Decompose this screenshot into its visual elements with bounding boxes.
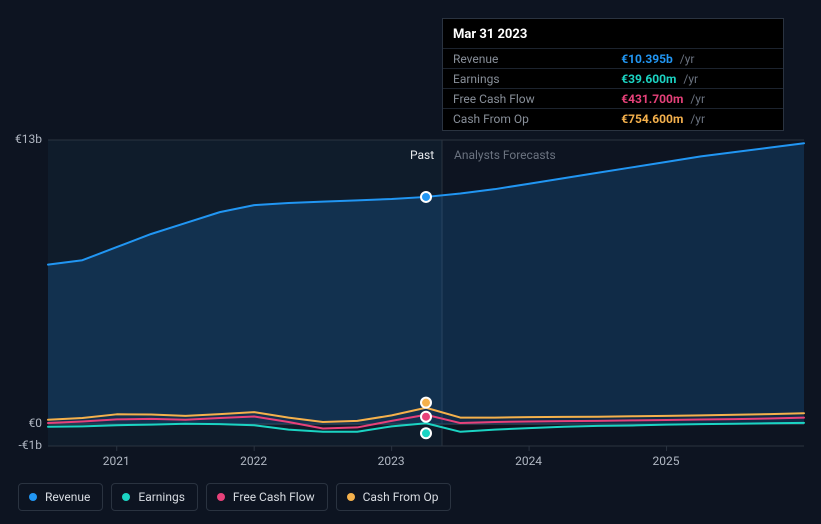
legend-label: Free Cash Flow — [233, 490, 315, 504]
chart-container: €13b €0 -€1b 2021 2022 2023 2024 2025 Past Ana… — [0, 0, 821, 524]
y-tick-label: €13b — [15, 132, 42, 146]
legend-dot-icon — [29, 493, 37, 501]
x-tick-label: 2024 — [515, 454, 542, 468]
tooltip-value: €39.600m /yr — [611, 69, 783, 89]
tooltip-value: €754.600m /yr — [611, 109, 783, 129]
legend-label: Revenue — [45, 490, 90, 504]
legend-dot-icon — [217, 493, 225, 501]
legend-dot-icon — [122, 493, 130, 501]
x-tick-label: 2023 — [378, 454, 405, 468]
legend-dot-icon — [347, 493, 355, 501]
x-tick-label: 2025 — [653, 454, 680, 468]
legend-item-revenue[interactable]: Revenue — [18, 483, 103, 511]
chart-tooltip: Mar 31 2023 Revenue€10.395b /yrEarnings€… — [442, 18, 784, 131]
tooltip-value: €431.700m /yr — [611, 89, 783, 109]
tooltip-key: Free Cash Flow — [443, 89, 611, 109]
tooltip-date: Mar 31 2023 — [443, 23, 783, 48]
tooltip-row: Cash From Op€754.600m /yr — [443, 109, 783, 129]
legend-item-earnings[interactable]: Earnings — [111, 483, 198, 511]
tooltip-value: €10.395b /yr — [611, 49, 783, 69]
tooltip-key: Revenue — [443, 49, 611, 69]
tooltip-table: Revenue€10.395b /yrEarnings€39.600m /yrF… — [443, 48, 783, 128]
chart-legend: Revenue Earnings Free Cash Flow Cash From O… — [18, 483, 451, 511]
tooltip-row: Free Cash Flow€431.700m /yr — [443, 89, 783, 109]
tooltip-row: Earnings€39.600m /yr — [443, 69, 783, 89]
legend-label: Cash From Op — [363, 490, 439, 504]
past-label: Past — [410, 148, 434, 162]
y-tick-label: -€1b — [18, 438, 42, 452]
x-tick-label: 2022 — [240, 454, 267, 468]
tooltip-row: Revenue€10.395b /yr — [443, 49, 783, 69]
legend-item-fcf[interactable]: Free Cash Flow — [206, 483, 328, 511]
tooltip-key: Cash From Op — [443, 109, 611, 129]
x-tick-label: 2021 — [103, 454, 130, 468]
legend-label: Earnings — [138, 490, 185, 504]
legend-item-cfo[interactable]: Cash From Op — [336, 483, 452, 511]
forecast-label: Analysts Forecasts — [454, 148, 556, 162]
y-tick-label: €0 — [29, 416, 43, 430]
tooltip-key: Earnings — [443, 69, 611, 89]
